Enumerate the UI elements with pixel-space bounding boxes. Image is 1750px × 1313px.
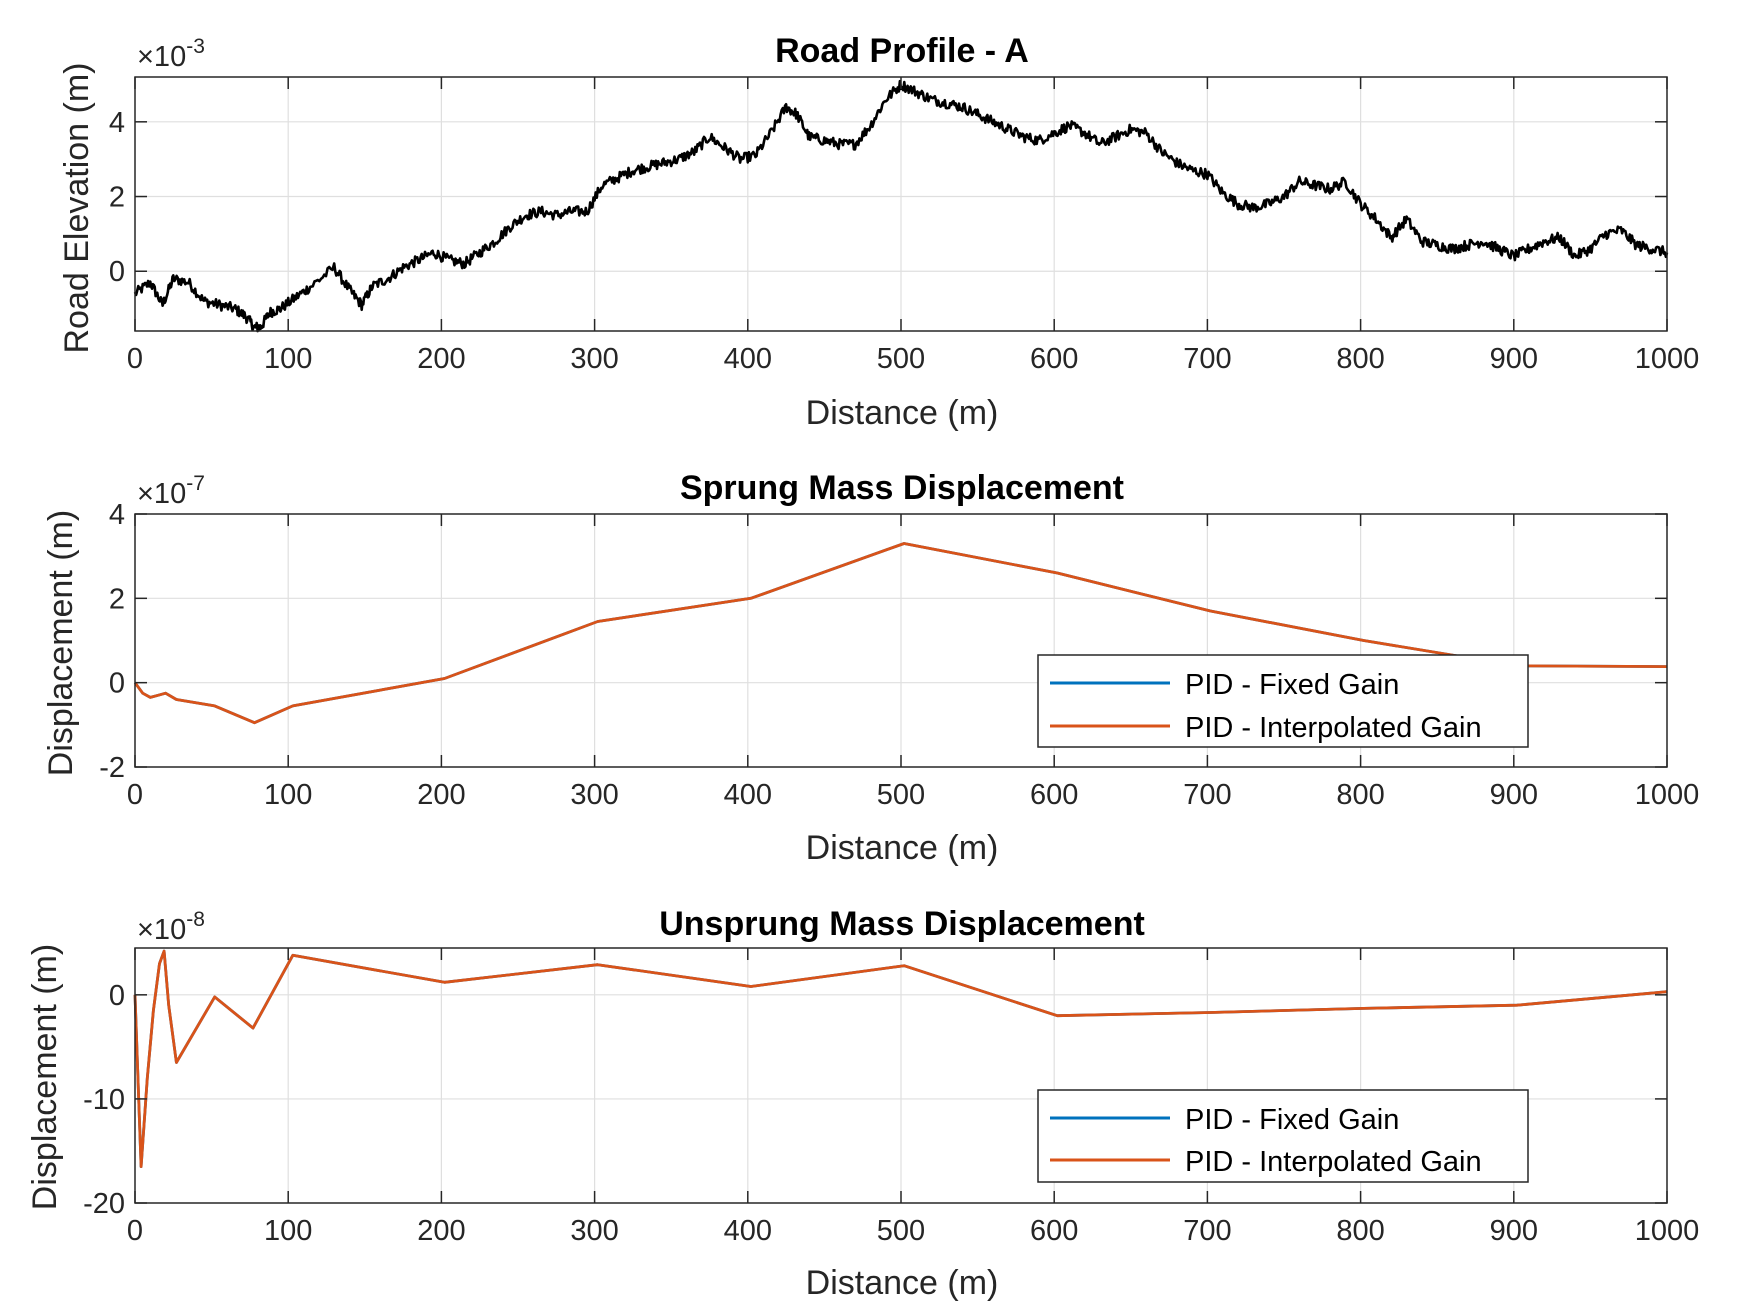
panel-sprung-mass: Sprung Mass Displacement Displacement (m… bbox=[42, 469, 1699, 867]
x-tick-label: 600 bbox=[1030, 343, 1078, 375]
title-unsprung-mass: Unsprung Mass Displacement bbox=[659, 905, 1145, 943]
xlabel-road-profile: Distance (m) bbox=[806, 394, 999, 432]
y-tick-label: 4 bbox=[109, 499, 125, 531]
x-tick-label: 300 bbox=[570, 1215, 618, 1247]
legend-unsprung-mass: PID - Fixed Gain PID - Interpolated Gain bbox=[1037, 1089, 1529, 1183]
legend-box bbox=[1037, 654, 1529, 748]
x-tick-label: 100 bbox=[264, 779, 312, 811]
ylabel-unsprung-mass: Displacement (m) bbox=[26, 944, 64, 1210]
x-tick-label: 500 bbox=[877, 1215, 925, 1247]
x-tick-label: 300 bbox=[570, 779, 618, 811]
x-tick-label: 300 bbox=[570, 343, 618, 375]
exponent-power: -7 bbox=[186, 472, 205, 495]
x-tick-label: 900 bbox=[1490, 1215, 1538, 1247]
y-tick-label: -20 bbox=[83, 1188, 125, 1220]
xlabel-sprung-mass: Distance (m) bbox=[806, 829, 999, 867]
exponent-power: -3 bbox=[186, 35, 205, 58]
y-tick-label: 2 bbox=[109, 182, 125, 214]
exponent-base: ×10 bbox=[137, 914, 186, 946]
legend-sprung-mass: PID - Fixed Gain PID - Interpolated Gain bbox=[1037, 654, 1529, 748]
x-tick-label: 1000 bbox=[1635, 343, 1700, 375]
x-tick-label: 0 bbox=[127, 1215, 143, 1247]
x-tick-label: 0 bbox=[127, 343, 143, 375]
x-tick-label: 900 bbox=[1490, 343, 1538, 375]
ylabel-road-profile: Road Elevation (m) bbox=[58, 62, 96, 353]
x-tick-label: 1000 bbox=[1635, 779, 1700, 811]
y-tick-label: 0 bbox=[109, 256, 125, 288]
exponent-sprung-mass: ×10-7 bbox=[137, 472, 205, 510]
x-tick-label: 400 bbox=[724, 343, 772, 375]
x-tick-label: 0 bbox=[127, 779, 143, 811]
x-tick-label: 400 bbox=[724, 1215, 772, 1247]
legend-label-fixed-gain: PID - Fixed Gain bbox=[1185, 1104, 1399, 1136]
plot-area-road-profile: 0 100 200 300 400 500 600 700 800 900 1000 0 2 4 bbox=[109, 76, 1700, 375]
x-tick-label: 700 bbox=[1183, 1215, 1231, 1247]
y-tick-label: 0 bbox=[109, 668, 125, 700]
x-tick-label: 500 bbox=[877, 343, 925, 375]
x-tick-label: 1000 bbox=[1635, 1215, 1700, 1247]
legend-box bbox=[1037, 1089, 1529, 1183]
x-tick-label: 600 bbox=[1030, 779, 1078, 811]
exponent-road-profile: ×10-3 bbox=[137, 35, 205, 73]
exponent-base: ×10 bbox=[137, 41, 186, 73]
exponent-power: -8 bbox=[186, 908, 205, 931]
y-tick-label: 0 bbox=[109, 980, 125, 1012]
x-tick-label: 100 bbox=[264, 1215, 312, 1247]
y-tick-label: 2 bbox=[109, 583, 125, 615]
x-tick-label: 800 bbox=[1336, 343, 1384, 375]
title-sprung-mass: Sprung Mass Displacement bbox=[680, 469, 1124, 507]
exponent-base: ×10 bbox=[137, 478, 186, 510]
y-tick-label: -10 bbox=[83, 1084, 125, 1116]
legend-label-interpolated-gain: PID - Interpolated Gain bbox=[1185, 712, 1482, 744]
panel-road-profile: Road Profile - A Road Elevation (m) Dist… bbox=[58, 32, 1699, 432]
xlabel-unsprung-mass: Distance (m) bbox=[806, 1264, 999, 1302]
x-tick-label: 400 bbox=[724, 779, 772, 811]
series-line-road-elevation bbox=[133, 79, 1669, 333]
x-tick-label: 200 bbox=[417, 779, 465, 811]
x-tick-label: 500 bbox=[877, 779, 925, 811]
legend-label-interpolated-gain: PID - Interpolated Gain bbox=[1185, 1146, 1482, 1178]
series-line-pid-interpolated-gain bbox=[133, 949, 1668, 1168]
y-tick-label: -2 bbox=[99, 752, 125, 784]
x-tick-label: 800 bbox=[1336, 779, 1384, 811]
ylabel-sprung-mass: Displacement (m) bbox=[42, 510, 80, 776]
legend-label-fixed-gain: PID - Fixed Gain bbox=[1185, 669, 1399, 701]
title-road-profile: Road Profile - A bbox=[775, 32, 1029, 70]
x-tick-label: 900 bbox=[1490, 779, 1538, 811]
x-tick-label: 200 bbox=[417, 343, 465, 375]
y-tick-label: 4 bbox=[109, 107, 125, 139]
x-tick-label: 700 bbox=[1183, 343, 1231, 375]
exponent-unsprung-mass: ×10-8 bbox=[137, 908, 205, 946]
x-tick-label: 800 bbox=[1336, 1215, 1384, 1247]
x-tick-label: 200 bbox=[417, 1215, 465, 1247]
x-tick-label: 100 bbox=[264, 343, 312, 375]
series-line-pid-interpolated-gain bbox=[133, 542, 1668, 725]
x-tick-label: 600 bbox=[1030, 1215, 1078, 1247]
x-tick-label: 700 bbox=[1183, 779, 1231, 811]
panel-unsprung-mass: Unsprung Mass Displacement Displacement … bbox=[26, 905, 1699, 1302]
